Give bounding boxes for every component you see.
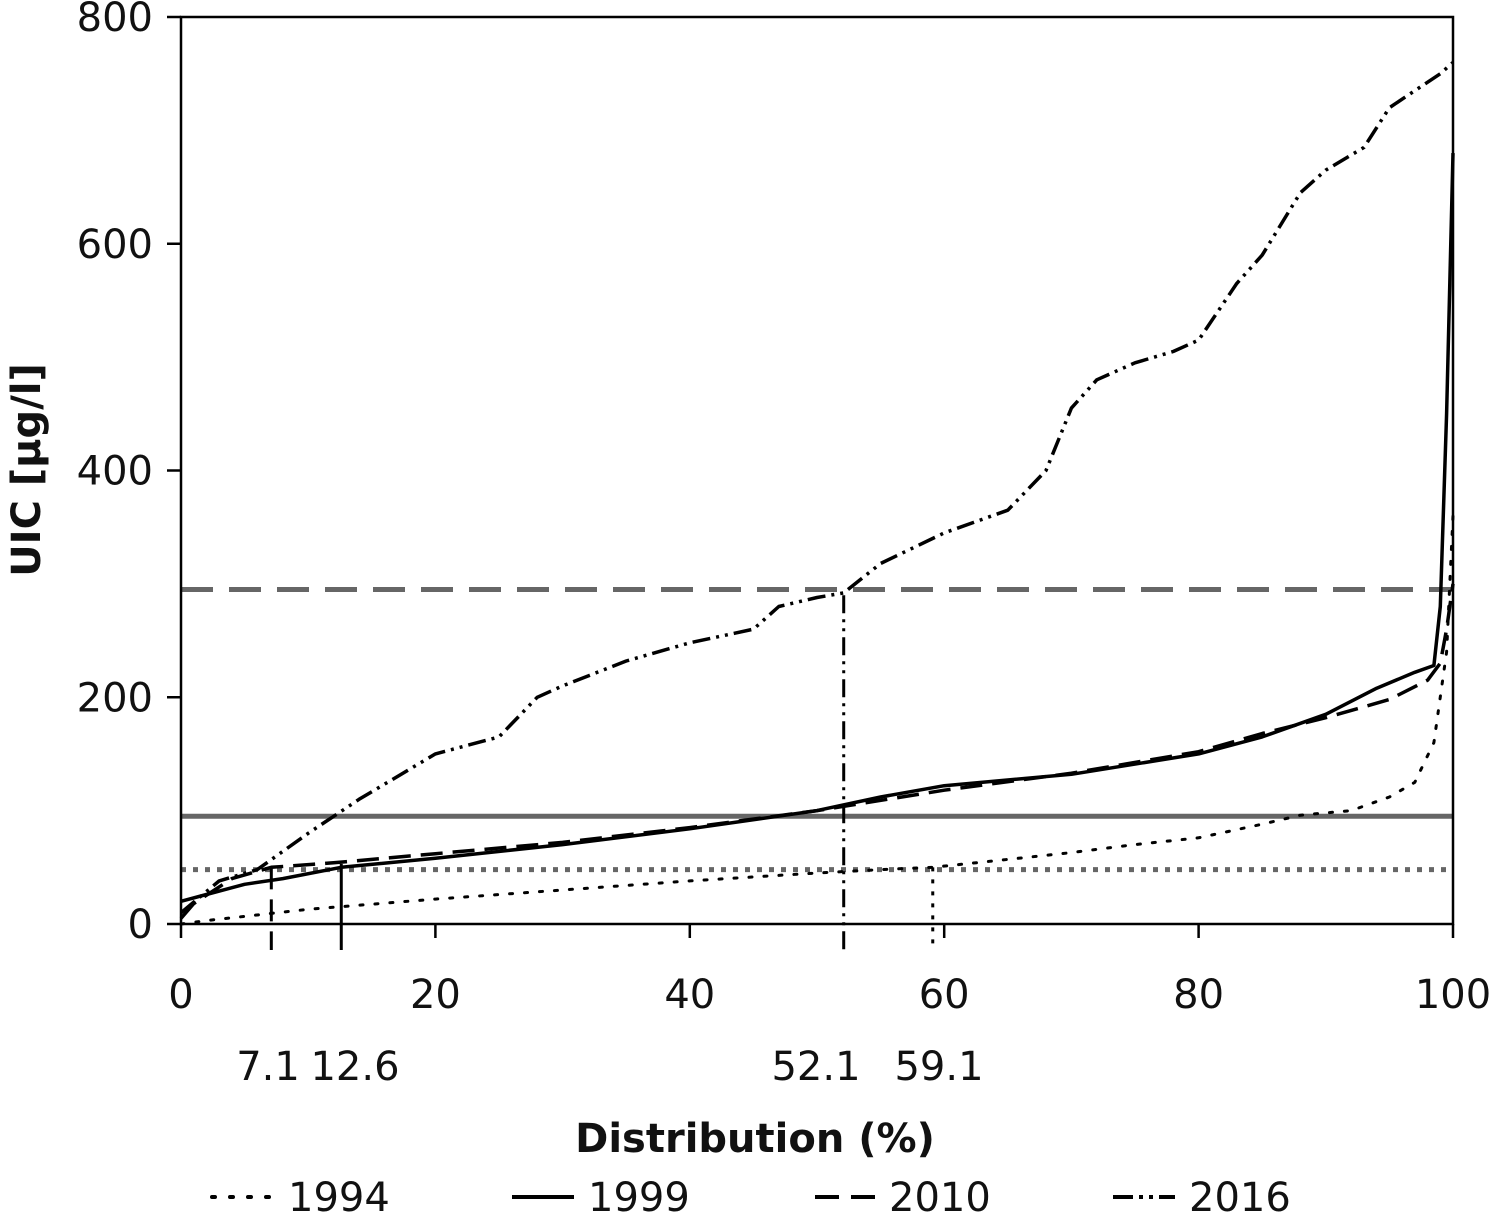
series-lines [179, 61, 1455, 926]
plot-frame [179, 15, 1455, 926]
marker-label: 59.1 [894, 1044, 983, 1090]
y-axis-title: UIC [μg/l] [4, 363, 50, 577]
y-tick-label: 400 [77, 449, 153, 495]
y-tick-label: 800 [77, 0, 153, 41]
marker-lines [269, 595, 935, 950]
series-line-1999 [180, 153, 1455, 903]
series-line-2016 [179, 61, 1455, 915]
marker-label: 12.6 [310, 1044, 399, 1090]
reference-lines [181, 587, 1453, 873]
legend-label-2016: 2016 [1189, 1175, 1291, 1221]
x-axis-title: Distribution (%) [575, 1116, 935, 1162]
x-tick-label: 20 [410, 972, 461, 1018]
legend-label-2010: 2010 [889, 1175, 991, 1221]
axes [179, 15, 1455, 926]
x-axis-ticks: 0 20 40 60 80 100 [168, 924, 1491, 1018]
marker-label: 7.1 [236, 1044, 300, 1090]
marker-label: 52.1 [771, 1044, 860, 1090]
x-tick-label: 0 [168, 972, 193, 1018]
marker-labels: 7.1 12.6 52.1 59.1 [236, 1044, 983, 1090]
x-tick-label: 80 [1173, 972, 1224, 1018]
legend-label-1994: 1994 [288, 1175, 390, 1221]
y-tick-label: 0 [128, 902, 153, 948]
y-tick-label: 600 [77, 222, 153, 268]
legend: 1994 1999 2010 2016 [210, 1175, 1291, 1221]
x-tick-label: 60 [919, 972, 970, 1018]
legend-label-1999: 1999 [588, 1175, 690, 1221]
y-axis-ticks: 0 200 400 600 800 [77, 0, 181, 948]
series-line-2010 [179, 583, 1455, 920]
x-tick-label: 100 [1415, 972, 1491, 1018]
y-tick-label: 200 [77, 675, 153, 721]
x-tick-label: 40 [664, 972, 715, 1018]
